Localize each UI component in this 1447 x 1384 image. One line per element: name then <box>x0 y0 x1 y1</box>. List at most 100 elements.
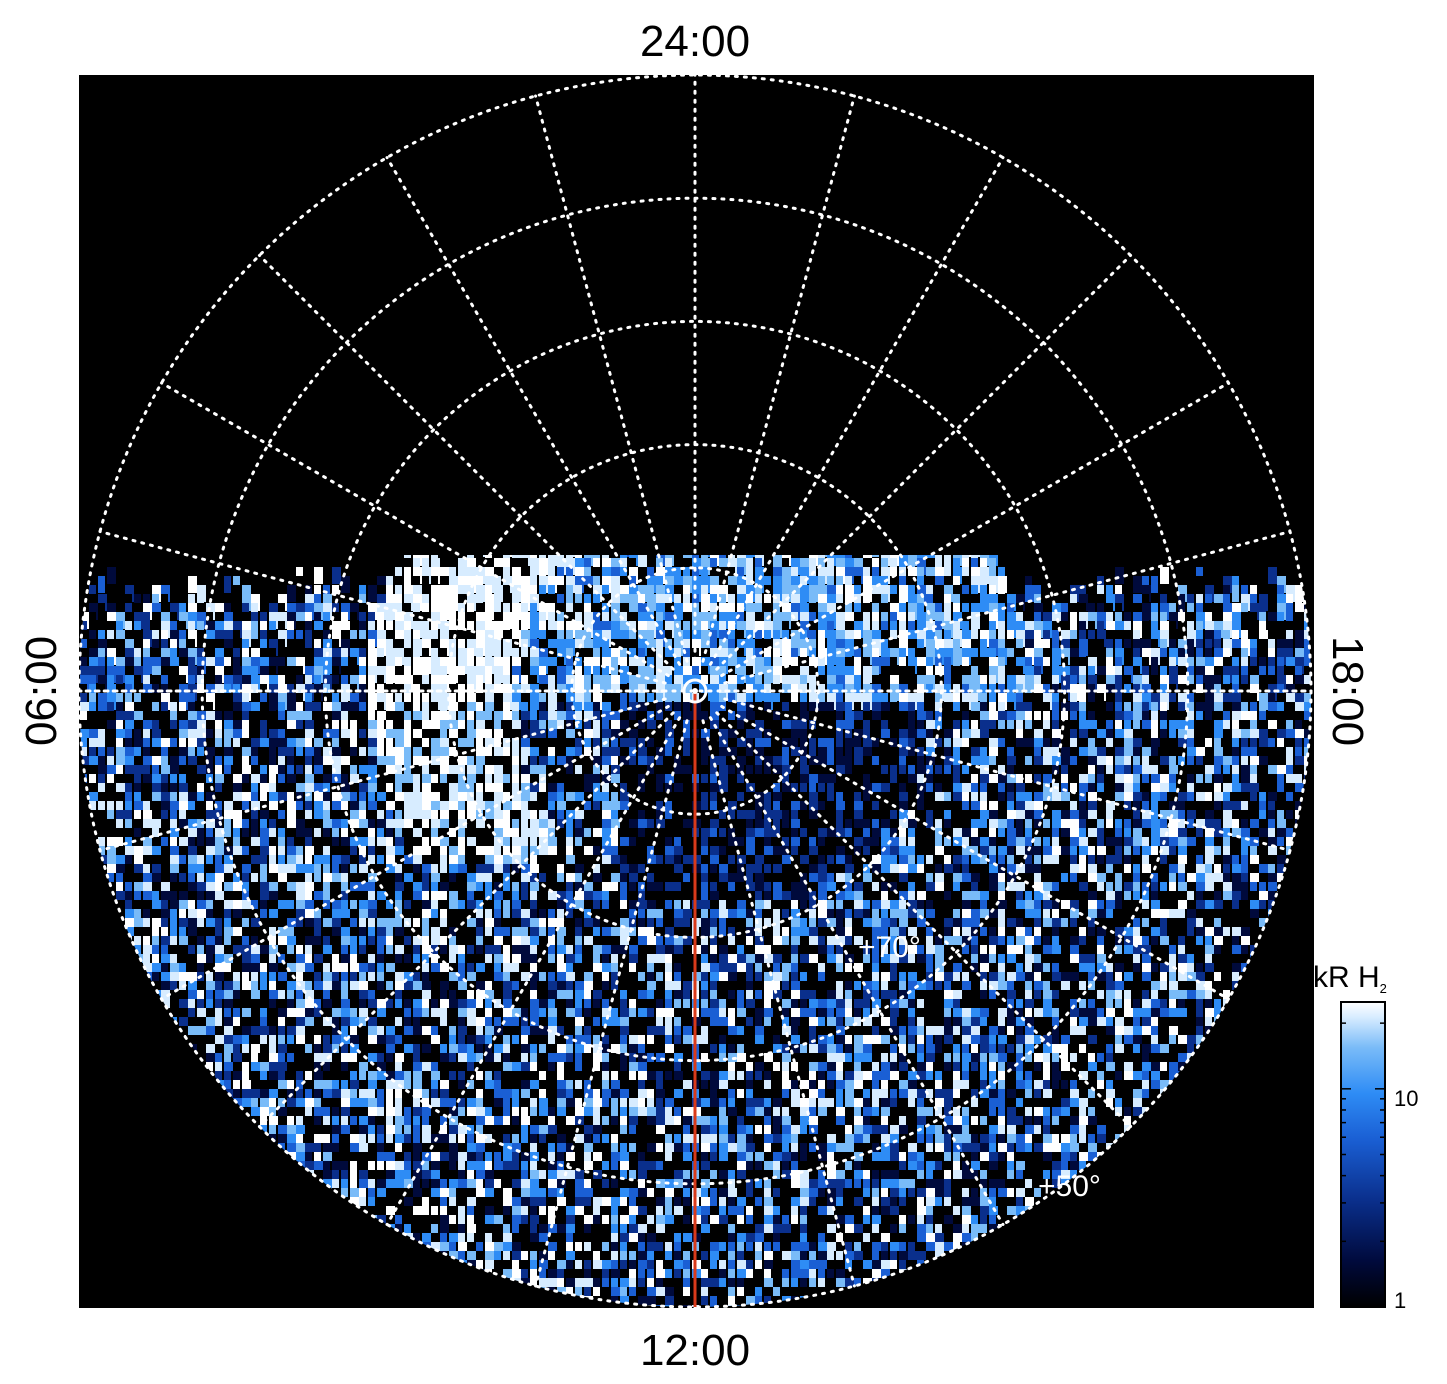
intensity-cell <box>332 702 341 711</box>
intensity-cell <box>377 693 386 710</box>
intensity-cell <box>485 738 494 747</box>
intensity-cell <box>890 675 899 692</box>
intensity-cell <box>341 648 348 665</box>
intensity-cell <box>917 576 924 593</box>
intensity-cell <box>323 774 332 783</box>
intensity-cell <box>593 693 602 710</box>
intensity-cell <box>611 558 620 575</box>
intensity-cell <box>944 873 951 882</box>
intensity-cell <box>1142 711 1149 720</box>
intensity-cell <box>1286 729 1295 738</box>
intensity-cell <box>1259 801 1266 810</box>
intensity-cell <box>1205 711 1212 720</box>
intensity-cell <box>620 621 629 638</box>
intensity-cell <box>971 873 980 882</box>
intensity-cell <box>1007 648 1014 665</box>
intensity-cell <box>386 612 393 629</box>
intensity-cell <box>1061 702 1070 711</box>
intensity-cell <box>494 774 503 783</box>
intensity-cell <box>980 747 987 756</box>
intensity-cell <box>566 567 573 584</box>
intensity-cell <box>620 558 627 575</box>
intensity-cell <box>296 837 305 846</box>
intensity-cell <box>530 882 539 891</box>
intensity-cell <box>827 801 836 810</box>
intensity-cell <box>611 702 618 711</box>
intensity-cell <box>224 702 231 711</box>
intensity-cell <box>980 711 989 720</box>
intensity-cell <box>908 792 917 801</box>
intensity-cell <box>953 603 960 620</box>
intensity-cell <box>161 846 168 855</box>
intensity-cell <box>890 729 899 738</box>
intensity-cell <box>1097 810 1104 819</box>
intensity-cell <box>818 603 827 620</box>
intensity-cell <box>143 882 152 891</box>
intensity-cell <box>854 630 861 647</box>
intensity-cell <box>359 729 366 738</box>
intensity-cell <box>188 738 197 747</box>
intensity-cell <box>395 666 404 683</box>
intensity-cell <box>980 783 987 792</box>
intensity-cell <box>449 783 458 792</box>
intensity-cell <box>1016 882 1025 891</box>
intensity-cell <box>458 693 465 710</box>
intensity-cell <box>1160 774 1169 783</box>
intensity-cell <box>1250 621 1257 638</box>
intensity-cell <box>440 774 447 783</box>
intensity-cell <box>467 729 476 738</box>
intensity-cell <box>413 594 422 611</box>
intensity-cell <box>404 720 411 729</box>
intensity-cell <box>197 612 206 629</box>
intensity-cell <box>233 585 242 602</box>
intensity-cell <box>386 576 393 593</box>
intensity-cell <box>1205 594 1212 611</box>
intensity-cell <box>980 756 989 765</box>
intensity-cell <box>1259 747 1268 756</box>
intensity-cell <box>890 765 897 774</box>
intensity-cell <box>341 576 350 593</box>
intensity-cell <box>1097 576 1104 593</box>
intensity-cell <box>107 612 116 629</box>
intensity-cell <box>458 846 465 855</box>
intensity-cell <box>296 810 303 819</box>
intensity-cell <box>818 594 827 611</box>
intensity-cell <box>602 756 611 765</box>
intensity-cell <box>224 648 233 665</box>
intensity-cell <box>1232 648 1241 665</box>
intensity-cell <box>791 873 798 882</box>
intensity-cell <box>1160 657 1167 674</box>
intensity-cell <box>1214 666 1223 683</box>
intensity-cell <box>422 720 431 729</box>
intensity-cell <box>1232 630 1239 647</box>
intensity-cell <box>962 666 971 683</box>
intensity-cell <box>1079 711 1086 720</box>
intensity-cell <box>728 774 737 783</box>
intensity-cell <box>1169 702 1176 711</box>
intensity-cell <box>485 675 492 692</box>
intensity-cell <box>377 639 386 656</box>
intensity-cell <box>422 648 429 665</box>
intensity-cell <box>791 585 800 602</box>
intensity-cell <box>89 630 96 647</box>
intensity-cell <box>773 702 782 711</box>
intensity-cell <box>503 648 510 665</box>
intensity-cell <box>1250 594 1257 611</box>
intensity-cell <box>962 792 969 801</box>
intensity-cell <box>251 630 258 647</box>
intensity-cell <box>764 666 773 683</box>
intensity-cell <box>1187 729 1194 738</box>
intensity-cell <box>368 792 375 801</box>
intensity-cell <box>179 765 188 774</box>
intensity-cell <box>1115 612 1122 629</box>
intensity-cell <box>503 729 512 738</box>
intensity-cell <box>179 783 188 792</box>
intensity-cell <box>1286 765 1293 774</box>
intensity-cell <box>476 882 483 891</box>
intensity-cell <box>1241 864 1248 873</box>
intensity-cell <box>80 621 87 638</box>
intensity-cell <box>476 720 485 729</box>
intensity-cell <box>602 729 611 738</box>
intensity-cell <box>1259 765 1268 774</box>
intensity-cell <box>1025 765 1034 774</box>
